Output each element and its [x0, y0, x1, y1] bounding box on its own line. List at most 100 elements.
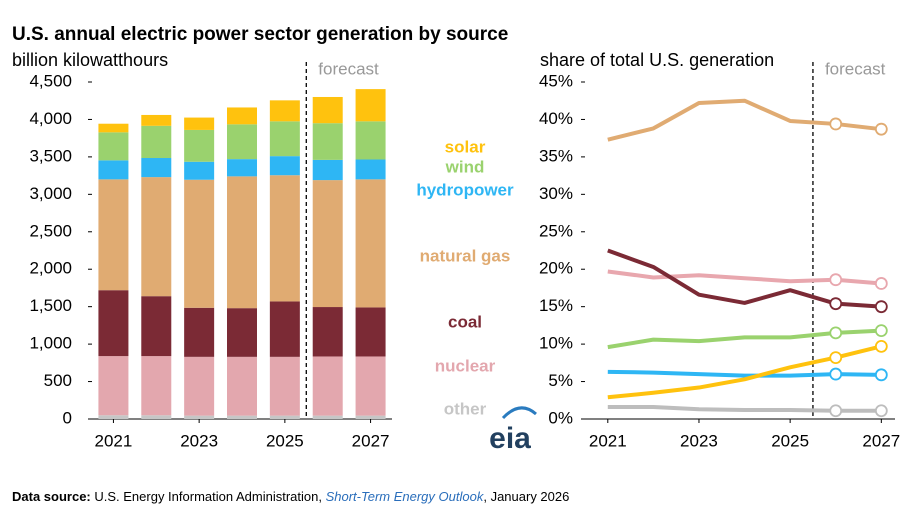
forecast-label: forecast [318, 59, 379, 78]
y-tick-label: 1,000 [29, 334, 72, 353]
bar-segment [355, 415, 386, 419]
bar-segment [184, 179, 215, 308]
chart-subtitle: billion kilowatthours [12, 50, 168, 70]
source-label: Data source: [12, 489, 91, 504]
bar-segment [312, 356, 343, 416]
bar-segment [269, 301, 300, 357]
bar-segment [184, 117, 215, 130]
bar-segment [269, 121, 300, 157]
y-tick-label: 5% [548, 371, 573, 390]
bar-segment [312, 159, 343, 181]
forecast-marker [874, 404, 888, 418]
bar-segment [312, 307, 343, 357]
bar-segment [141, 177, 172, 297]
x-tick-label: 2023 [680, 431, 718, 450]
forecast-marker [829, 117, 843, 131]
eia-logo: eia [489, 406, 537, 455]
bar-segment [184, 161, 215, 180]
bar-segment [355, 356, 386, 416]
forecast-marker [874, 277, 888, 290]
bar-segment [98, 356, 129, 416]
bar-segment [227, 107, 257, 125]
y-tick-label: 25% [539, 221, 573, 240]
legend-label: other [444, 399, 487, 418]
y-tick-label: 1,500 [29, 296, 72, 315]
bar-segment [184, 415, 215, 419]
y-tick-label: 30% [539, 184, 573, 203]
y-tick-label: 3,000 [29, 184, 72, 203]
chart-subtitle: share of total U.S. generation [540, 50, 774, 70]
bar-segment [98, 179, 129, 291]
forecast-marker [874, 339, 888, 353]
bar-segment [98, 290, 129, 357]
legend-label: wind [445, 157, 485, 176]
x-tick-label: 2027 [862, 431, 900, 450]
bar-segment [269, 356, 300, 416]
bar-segment [98, 132, 129, 161]
bar-segment [355, 89, 386, 122]
y-tick-label: 10% [539, 334, 573, 353]
forecast-marker [829, 367, 843, 381]
y-tick-label: 2,000 [29, 259, 72, 278]
bar-segment [269, 100, 300, 122]
forecast-marker [829, 273, 843, 287]
bar-segment [141, 356, 172, 416]
x-tick-label: 2023 [180, 431, 218, 450]
bar-segment [184, 356, 215, 416]
bar-segment [141, 158, 172, 178]
legend-label: solar [445, 137, 486, 156]
bar-segment [141, 125, 172, 159]
forecast-label: forecast [825, 59, 886, 78]
source-note: Data source: U.S. Energy Information Adm… [12, 489, 569, 504]
chart-title: U.S. annual electric power sector genera… [12, 24, 508, 45]
y-tick-label: 4,500 [29, 71, 72, 90]
source-text: , January 2026 [483, 489, 570, 504]
logo-text: eia [489, 422, 531, 455]
bar-segment [141, 114, 172, 126]
source-title: Short-Term Energy Outlook [325, 489, 484, 504]
x-tick-label: 2027 [352, 431, 390, 450]
bar-segment [98, 415, 129, 419]
legend-label: natural gas [420, 246, 511, 265]
x-tick-label: 2021 [95, 431, 133, 450]
bar-segment [312, 180, 343, 308]
y-tick-label: 3,500 [29, 146, 72, 165]
y-tick-label: 20% [539, 259, 573, 278]
bar-segment [184, 129, 215, 162]
y-tick-label: 35% [539, 146, 573, 165]
y-tick-label: 0% [548, 408, 573, 427]
forecast-marker [829, 326, 843, 340]
forecast-marker [874, 300, 888, 314]
bar-segment [355, 121, 386, 160]
bar-segment [98, 123, 129, 133]
forecast-marker [874, 368, 888, 382]
y-tick-label: 4,000 [29, 109, 72, 128]
bar-segment [227, 356, 257, 416]
forecast-marker [874, 324, 888, 338]
y-tick-label: 40% [539, 109, 573, 128]
bar-segment [227, 415, 257, 419]
bar-segment [269, 156, 300, 176]
legend-label: coal [448, 312, 482, 331]
bar-segment [141, 296, 172, 357]
bar-segment [227, 124, 257, 160]
source-text: U.S. Energy Information Administration, [90, 489, 326, 504]
bar-segment [355, 307, 386, 357]
bar-segment [227, 159, 257, 177]
bar-segment [227, 308, 257, 357]
y-tick-label: 500 [44, 371, 72, 390]
bar-segment [269, 175, 300, 302]
bar-segment [312, 123, 343, 160]
bar-segment [312, 415, 343, 419]
bar-segment [141, 415, 172, 419]
forecast-marker [829, 297, 843, 311]
bar-segment [312, 96, 343, 124]
legend-label: nuclear [435, 356, 496, 375]
bar-segment [227, 176, 257, 309]
bar-segment [355, 159, 386, 180]
x-tick-label: 2025 [266, 431, 304, 450]
y-tick-label: 15% [539, 296, 573, 315]
bar-segment [269, 415, 300, 419]
